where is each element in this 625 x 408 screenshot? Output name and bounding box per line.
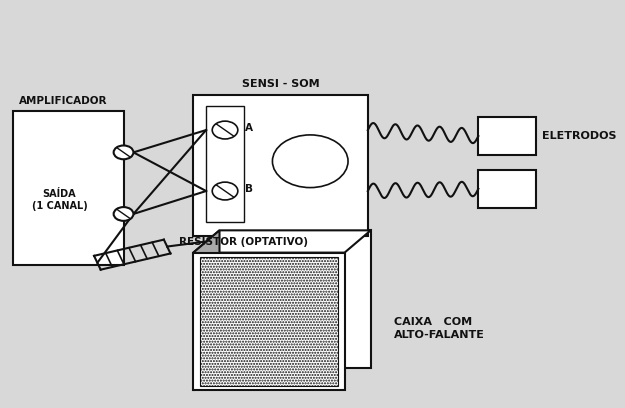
Text: AMPLIFICADOR: AMPLIFICADOR bbox=[19, 96, 107, 106]
Text: B: B bbox=[245, 184, 252, 194]
Circle shape bbox=[114, 207, 133, 221]
Text: ELETRODOS: ELETRODOS bbox=[542, 131, 617, 141]
Bar bbox=[193, 253, 344, 390]
Polygon shape bbox=[193, 231, 219, 390]
Circle shape bbox=[114, 146, 133, 159]
Text: RESISTOR (OPTATIVO): RESISTOR (OPTATIVO) bbox=[179, 237, 308, 248]
Bar bbox=[200, 257, 338, 386]
Polygon shape bbox=[219, 231, 371, 368]
Bar bbox=[193, 95, 368, 236]
Text: A: A bbox=[245, 123, 252, 133]
Text: CAIXA   COM
ALTO-FALANTE: CAIXA COM ALTO-FALANTE bbox=[394, 317, 485, 340]
Circle shape bbox=[213, 182, 238, 200]
Text: SAÍDA
(1 CANAL): SAÍDA (1 CANAL) bbox=[31, 189, 88, 211]
Polygon shape bbox=[193, 231, 371, 253]
Bar bbox=[478, 170, 536, 208]
Bar bbox=[478, 117, 536, 155]
Circle shape bbox=[213, 121, 238, 139]
Bar bbox=[206, 106, 244, 222]
Text: SENSI - SOM: SENSI - SOM bbox=[242, 79, 319, 89]
Bar bbox=[13, 111, 124, 265]
